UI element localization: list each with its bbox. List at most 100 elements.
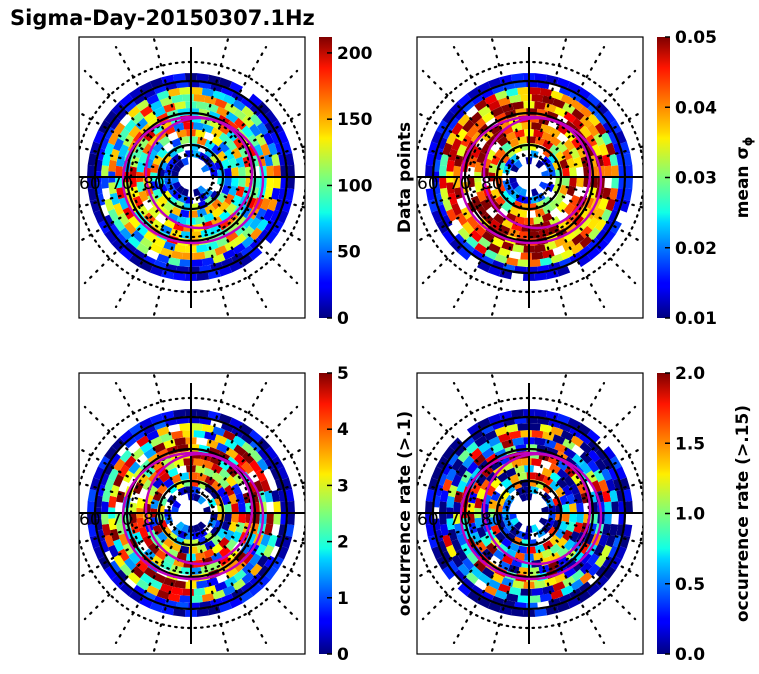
heatmap-cell	[153, 106, 166, 118]
heatmap-cell	[442, 534, 453, 548]
heatmap-cell	[132, 546, 145, 559]
heatmap-cell	[579, 441, 593, 455]
heatmap-cell	[518, 567, 529, 575]
heatmap-cell	[477, 597, 491, 609]
heatmap-cell	[615, 130, 627, 144]
heatmap-cell	[128, 551, 141, 565]
heatmap-cell	[98, 472, 110, 486]
heatmap-cell	[518, 231, 529, 239]
heatmap-cell	[142, 423, 156, 436]
heatmap-cell	[576, 177, 584, 188]
heatmap-cell	[218, 210, 231, 222]
heatmap-cell	[466, 125, 479, 139]
heatmap-cell	[447, 148, 458, 162]
heatmap-cell	[563, 111, 577, 124]
heatmap-cell	[457, 113, 471, 127]
heatmap-cell	[119, 563, 133, 577]
heatmap-cell	[587, 439, 601, 453]
heatmap-cell	[556, 123, 569, 135]
heatmap-cell	[578, 432, 593, 445]
heatmap-cell	[229, 597, 243, 609]
heatmap-cell	[203, 548, 215, 559]
heatmap-cell	[480, 87, 494, 100]
heatmap-cell	[564, 221, 577, 234]
heatmap-cell	[174, 101, 186, 110]
heatmap-cell	[477, 572, 491, 585]
heatmap-cell	[489, 123, 502, 135]
heatmap-cell	[102, 125, 115, 140]
heatmap-cell	[93, 546, 105, 560]
heatmap-cell	[487, 242, 501, 254]
heatmap-cell	[216, 442, 229, 454]
heatmap-cell	[595, 228, 609, 243]
heatmap-cell	[529, 87, 541, 95]
heatmap-cell	[570, 99, 584, 112]
heatmap-cell	[461, 241, 475, 255]
heatmap-cell	[211, 198, 223, 210]
heatmap-cell	[451, 458, 464, 472]
heatmap-cell	[225, 566, 239, 579]
heatmap-cell	[487, 602, 502, 613]
heatmap-cell	[539, 423, 553, 433]
heatmap-cell	[181, 188, 189, 197]
heatmap-cell	[484, 93, 498, 106]
heatmap-cell	[123, 119, 137, 133]
heatmap-cell	[231, 513, 239, 523]
heatmap-cell	[183, 122, 194, 130]
heatmap-cell	[556, 477, 568, 489]
heatmap-cell	[172, 409, 186, 418]
heatmap-cell	[519, 188, 527, 197]
heatmap-cell	[158, 135, 171, 147]
heatmap-cell	[508, 473, 520, 484]
heatmap-cell	[477, 417, 491, 429]
heatmap-cell	[256, 122, 269, 136]
heatmap-cell	[136, 578, 150, 591]
heatmap-cell	[193, 587, 206, 596]
heatmap-cell	[465, 571, 479, 585]
heatmap-cell	[609, 489, 619, 503]
colorbar	[319, 373, 332, 654]
heatmap-cell	[549, 534, 561, 546]
heatmap-cell	[287, 500, 295, 513]
heatmap-cell	[109, 484, 120, 498]
heatmap-cell	[605, 478, 616, 492]
heatmap-cell	[593, 469, 605, 483]
heatmap-cell	[487, 77, 502, 88]
heatmap-cell	[620, 199, 631, 213]
latitude-label: 60	[79, 174, 101, 194]
heatmap-cell	[180, 567, 191, 575]
heatmap-cell	[492, 213, 505, 225]
heatmap-cell	[224, 102, 238, 114]
heatmap-cell	[594, 458, 607, 472]
heatmap-cell	[170, 586, 184, 596]
heatmap-cell	[271, 489, 281, 503]
heatmap-cell	[470, 92, 484, 106]
heatmap-cell	[569, 530, 581, 543]
heatmap-cell	[172, 164, 182, 173]
heatmap-cell	[491, 236, 504, 248]
colorbar-tick-label: 0.5	[675, 575, 705, 595]
heatmap-cell	[431, 210, 443, 224]
heatmap-cell	[586, 247, 601, 261]
heatmap-cell	[197, 521, 207, 531]
heatmap-cell	[226, 557, 239, 570]
heatmap-cell	[494, 253, 508, 264]
heatmap-cell	[439, 523, 449, 537]
heatmap-cell	[204, 249, 217, 259]
heatmap-cell	[156, 426, 170, 437]
heatmap-cell	[556, 468, 569, 480]
heatmap-cell	[474, 99, 488, 112]
heatmap-cell	[128, 215, 141, 229]
heatmap-cell	[201, 87, 215, 97]
heatmap-cell	[150, 516, 160, 528]
heatmap-cell	[579, 105, 593, 119]
heatmap-cell	[579, 225, 593, 239]
heatmap-cell	[142, 143, 154, 156]
heatmap-cell	[218, 468, 231, 480]
heatmap-cell	[132, 467, 145, 480]
heatmap-cell	[167, 257, 181, 267]
heatmap-cell	[146, 584, 160, 597]
heatmap-cell	[207, 497, 217, 508]
heatmap-cell	[602, 120, 615, 135]
